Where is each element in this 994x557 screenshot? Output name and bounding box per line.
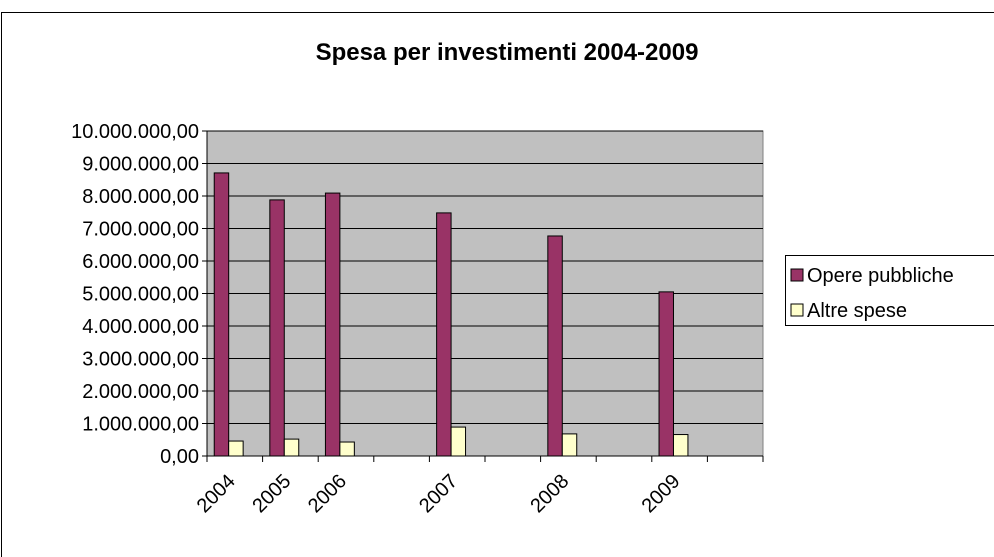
bar: [672, 434, 689, 457]
y-tick-label: 6.000.000,00: [82, 251, 199, 273]
bar: [269, 199, 285, 457]
bar: [213, 172, 230, 457]
y-tick-label: 0,00: [160, 446, 199, 468]
bar: [436, 212, 452, 457]
y-tick-label: 3.000.000,00: [82, 349, 199, 371]
y-tick-label: 9.000.000,00: [82, 154, 199, 176]
bar: [339, 441, 355, 457]
y-tick-label: 7.000.000,00: [82, 219, 199, 241]
bar: [658, 291, 674, 457]
y-tick-label: 4.000.000,00: [82, 316, 199, 338]
legend-swatch: [790, 303, 804, 317]
legend-box: [785, 255, 994, 326]
legend-label: Altre spese: [807, 300, 907, 322]
y-tick-label: 10.000.000,00: [71, 121, 199, 143]
y-tick-label: 8.000.000,00: [82, 186, 199, 208]
bar: [228, 440, 244, 457]
chart-title: Spesa per investimenti 2004-2009: [316, 39, 699, 66]
bar: [547, 235, 563, 457]
bar: [561, 433, 578, 457]
y-tick-label: 1.000.000,00: [82, 414, 199, 436]
legend-label: Opere pubbliche: [807, 265, 954, 287]
y-tick-label: 2.000.000,00: [82, 381, 199, 403]
bar: [283, 438, 300, 457]
legend-swatch: [790, 268, 804, 282]
bar: [324, 192, 341, 457]
bar: [450, 426, 467, 457]
y-tick-label: 5.000.000,00: [82, 284, 199, 306]
